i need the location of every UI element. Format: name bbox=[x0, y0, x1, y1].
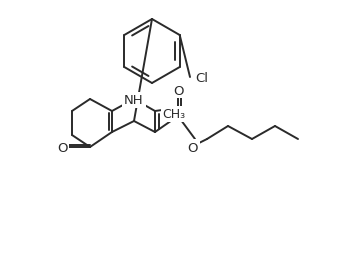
Text: O: O bbox=[57, 141, 67, 154]
Text: NH: NH bbox=[124, 94, 144, 107]
Text: O: O bbox=[188, 141, 198, 154]
Text: Cl: Cl bbox=[195, 71, 208, 84]
Text: CH₃: CH₃ bbox=[162, 108, 186, 121]
Text: O: O bbox=[173, 84, 183, 97]
